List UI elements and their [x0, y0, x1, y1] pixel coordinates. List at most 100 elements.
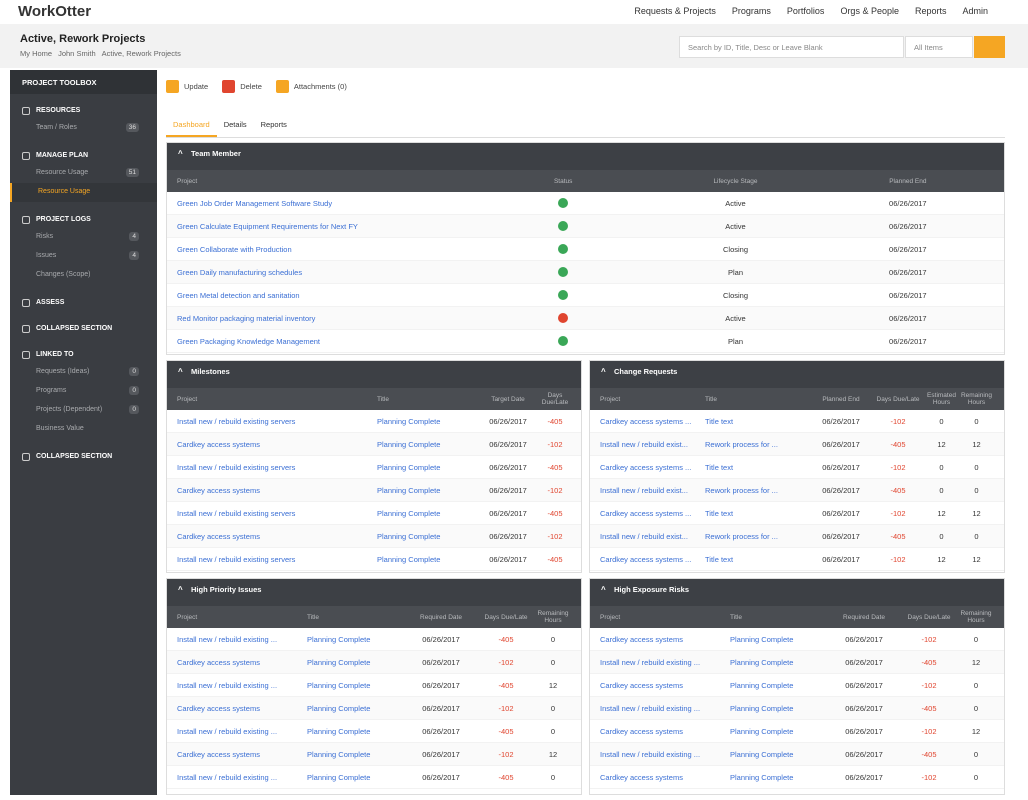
nav-item[interactable]: Reports: [914, 6, 947, 16]
cell[interactable]: Install new / rebuild exist...: [600, 485, 688, 495]
cell[interactable]: Install new / rebuild existing servers: [177, 416, 296, 426]
cell[interactable]: Planning Complete: [307, 726, 371, 736]
sidebar-item[interactable]: Risks 4: [10, 228, 157, 247]
cell[interactable]: Install new / rebuild existing ...: [600, 749, 701, 759]
search-input[interactable]: Search by ID, Title, Desc or Leave Blank: [679, 36, 904, 58]
cell[interactable]: Install new / rebuild existing servers: [177, 462, 296, 472]
section-header[interactable]: LINKED TO: [10, 346, 157, 363]
nav-item[interactable]: Portfolios: [786, 6, 825, 16]
cell[interactable]: Green Metal detection and sanitation: [177, 290, 300, 300]
nav-item[interactable]: Programs: [731, 6, 771, 16]
cell[interactable]: Install new / rebuild exist...: [600, 439, 688, 449]
cell[interactable]: Green Calculate Equipment Requirements f…: [177, 221, 358, 231]
logo[interactable]: WorkOtter: [18, 3, 92, 20]
cell[interactable]: Cardkey access systems ...: [600, 462, 692, 472]
sidebar-item[interactable]: Changes (Scope): [10, 266, 157, 285]
cell[interactable]: Cardkey access systems: [177, 439, 260, 449]
cell[interactable]: Cardkey access systems: [177, 657, 260, 667]
panel-title[interactable]: High Priority Issues: [167, 579, 581, 606]
cell[interactable]: Install new / rebuild existing ...: [177, 726, 278, 736]
cell[interactable]: Planning Complete: [730, 657, 794, 667]
sidebar-item[interactable]: Business Value: [10, 420, 157, 439]
cell[interactable]: Planning Complete: [307, 703, 371, 713]
tab[interactable]: Reports: [260, 120, 287, 129]
cell[interactable]: Green Daily manufacturing schedules: [177, 267, 303, 277]
sidebar-item[interactable]: Issues 4: [10, 247, 157, 266]
cell[interactable]: Planning Complete: [307, 657, 371, 667]
section-header[interactable]: RESOURCES: [10, 102, 157, 119]
cell[interactable]: Planning Complete: [377, 462, 441, 472]
panel-title[interactable]: Change Requests: [590, 361, 1004, 388]
cell[interactable]: Rework process for ...: [705, 439, 778, 449]
breadcrumb-item[interactable]: My Home: [20, 49, 53, 58]
sidebar-item[interactable]: Projects (Dependent) 0: [10, 401, 157, 420]
cell[interactable]: Cardkey access systems ...: [600, 416, 692, 426]
cell[interactable]: Install new / rebuild existing servers: [177, 554, 296, 564]
sidebar-item[interactable]: Requests (Ideas) 0: [10, 363, 157, 382]
tab[interactable]: Details: [223, 120, 247, 129]
toolbar-button[interactable]: Attachments (0): [275, 80, 347, 93]
cell[interactable]: Red Monitor packaging material inventory: [177, 313, 316, 323]
nav-item[interactable]: Requests & Projects: [634, 6, 716, 16]
cell[interactable]: Planning Complete: [730, 772, 794, 782]
cell[interactable]: Planning Complete: [730, 749, 794, 759]
cell[interactable]: Green Packaging Knowledge Management: [177, 336, 321, 346]
cell[interactable]: Planning Complete: [307, 634, 371, 644]
cell[interactable]: Install new / rebuild existing ...: [177, 634, 278, 644]
cell[interactable]: Cardkey access systems: [177, 485, 260, 495]
cell[interactable]: Planning Complete: [730, 680, 794, 690]
cell[interactable]: Cardkey access systems: [177, 703, 260, 713]
cell[interactable]: Planning Complete: [730, 726, 794, 736]
cell[interactable]: Cardkey access systems: [600, 726, 683, 736]
cell[interactable]: Green Job Order Management Software Stud…: [177, 198, 333, 208]
cell[interactable]: Cardkey access systems: [600, 634, 683, 644]
cell[interactable]: Planning Complete: [377, 485, 441, 495]
cell[interactable]: Install new / rebuild existing ...: [177, 680, 278, 690]
cell[interactable]: Cardkey access systems: [177, 531, 260, 541]
cell[interactable]: Planning Complete: [377, 439, 441, 449]
cell[interactable]: Install new / rebuild exist...: [600, 531, 688, 541]
cell[interactable]: Rework process for ...: [705, 485, 778, 495]
cell[interactable]: Planning Complete: [730, 703, 794, 713]
cell[interactable]: Rework process for ...: [705, 531, 778, 541]
cell[interactable]: Title text: [705, 462, 734, 472]
section-header[interactable]: MANAGE PLAN: [10, 147, 157, 164]
breadcrumb-item[interactable]: John Smith: [58, 49, 96, 58]
panel-title[interactable]: High Exposure Risks: [590, 579, 1004, 606]
cell[interactable]: Title text: [705, 416, 734, 426]
sidebar-item[interactable]: Programs 0: [10, 382, 157, 401]
search-button[interactable]: [974, 36, 1005, 58]
cell[interactable]: Install new / rebuild existing servers: [177, 508, 296, 518]
cell[interactable]: Planning Complete: [307, 680, 371, 690]
cell[interactable]: Green Collaborate with Production: [177, 244, 292, 254]
filter-select[interactable]: All Items: [905, 36, 973, 58]
cell[interactable]: Planning Complete: [377, 416, 441, 426]
cell[interactable]: Cardkey access systems: [600, 680, 683, 690]
section-header[interactable]: COLLAPSED SECTION: [10, 320, 157, 337]
cell[interactable]: Planning Complete: [377, 531, 441, 541]
cell[interactable]: Install new / rebuild existing ...: [177, 772, 278, 782]
cell[interactable]: Install new / rebuild existing ...: [600, 657, 701, 667]
cell[interactable]: Cardkey access systems ...: [600, 554, 692, 564]
cell[interactable]: Title text: [705, 508, 734, 518]
cell[interactable]: Title text: [705, 554, 734, 564]
panel-title[interactable]: Team Member: [167, 143, 1004, 170]
sidebar-item[interactable]: Team / Roles 36: [10, 119, 157, 138]
tab[interactable]: Dashboard: [166, 118, 217, 137]
cell[interactable]: Install new / rebuild existing ...: [600, 703, 701, 713]
cell[interactable]: Planning Complete: [377, 508, 441, 518]
cell[interactable]: Planning Complete: [377, 554, 441, 564]
cell[interactable]: Cardkey access systems ...: [600, 508, 692, 518]
sidebar-item[interactable]: Resource Usage: [10, 183, 157, 202]
panel-title[interactable]: Milestones: [167, 361, 581, 388]
nav-item[interactable]: Admin: [962, 6, 988, 16]
toolbar-button[interactable]: Update: [166, 80, 208, 93]
section-header[interactable]: COLLAPSED SECTION: [10, 448, 157, 465]
section-header[interactable]: ASSESS: [10, 294, 157, 311]
cell[interactable]: Cardkey access systems: [600, 772, 683, 782]
cell[interactable]: Planning Complete: [730, 634, 794, 644]
nav-item[interactable]: Orgs & People: [840, 6, 899, 16]
cell[interactable]: Planning Complete: [307, 749, 371, 759]
sidebar-item[interactable]: Resource Usage 51: [10, 164, 157, 183]
section-header[interactable]: PROJECT LOGS: [10, 211, 157, 228]
